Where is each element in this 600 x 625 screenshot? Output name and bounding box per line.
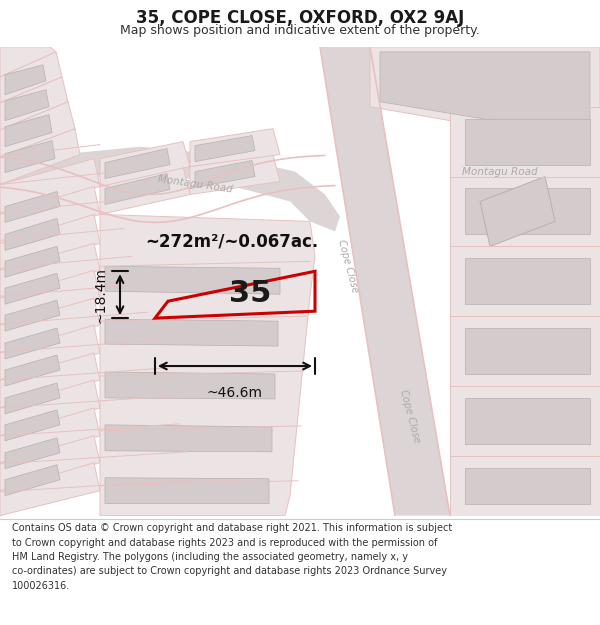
Polygon shape (465, 189, 590, 234)
Polygon shape (465, 468, 590, 504)
Polygon shape (5, 191, 60, 222)
Polygon shape (320, 47, 450, 516)
Polygon shape (0, 47, 56, 77)
Polygon shape (0, 102, 75, 157)
Polygon shape (5, 328, 60, 359)
Polygon shape (0, 186, 100, 243)
Polygon shape (465, 119, 590, 164)
Polygon shape (190, 129, 280, 166)
Text: ~18.4m: ~18.4m (94, 267, 108, 322)
Polygon shape (450, 316, 600, 386)
Polygon shape (5, 273, 60, 304)
Polygon shape (480, 176, 555, 246)
Polygon shape (450, 386, 600, 456)
Polygon shape (380, 52, 590, 137)
Polygon shape (370, 47, 600, 147)
Polygon shape (0, 214, 100, 270)
Polygon shape (465, 398, 590, 444)
Polygon shape (5, 438, 60, 469)
Polygon shape (190, 154, 280, 194)
Text: 35, COPE CLOSE, OXFORD, OX2 9AJ: 35, COPE CLOSE, OXFORD, OX2 9AJ (136, 9, 464, 28)
Polygon shape (5, 355, 60, 386)
Text: Montagu Road: Montagu Road (462, 166, 538, 176)
Polygon shape (100, 214, 315, 516)
Text: ~272m²/~0.067ac.: ~272m²/~0.067ac. (145, 232, 318, 251)
Text: Cope Close: Cope Close (398, 388, 422, 444)
Polygon shape (5, 141, 55, 172)
Polygon shape (105, 425, 272, 452)
Polygon shape (105, 174, 170, 204)
Polygon shape (0, 159, 100, 214)
Polygon shape (100, 142, 190, 186)
Text: Montagu Road: Montagu Road (157, 174, 233, 195)
Polygon shape (5, 115, 52, 147)
Text: Cope Close: Cope Close (336, 239, 360, 294)
Polygon shape (0, 462, 100, 516)
Polygon shape (450, 456, 600, 516)
Polygon shape (5, 246, 60, 278)
Polygon shape (0, 52, 62, 102)
Polygon shape (5, 300, 60, 331)
Polygon shape (465, 258, 590, 304)
Text: Contains OS data © Crown copyright and database right 2021. This information is : Contains OS data © Crown copyright and d… (12, 523, 452, 591)
Polygon shape (450, 107, 600, 176)
Polygon shape (0, 380, 100, 436)
Text: 35: 35 (229, 279, 271, 308)
Text: ~46.6m: ~46.6m (207, 386, 263, 400)
Polygon shape (5, 65, 46, 95)
Polygon shape (465, 328, 590, 374)
Text: Map shows position and indicative extent of the property.: Map shows position and indicative extent… (120, 24, 480, 36)
Polygon shape (0, 243, 100, 298)
Polygon shape (5, 383, 60, 414)
Polygon shape (105, 478, 269, 504)
Polygon shape (0, 298, 100, 353)
Polygon shape (5, 410, 60, 441)
Polygon shape (0, 353, 100, 408)
Polygon shape (195, 161, 255, 188)
Polygon shape (0, 408, 100, 462)
Polygon shape (5, 218, 60, 251)
Polygon shape (105, 319, 278, 346)
Polygon shape (100, 166, 190, 214)
Polygon shape (105, 372, 275, 399)
Polygon shape (0, 147, 340, 231)
Polygon shape (0, 129, 80, 184)
Polygon shape (450, 246, 600, 316)
Polygon shape (105, 266, 280, 294)
Polygon shape (0, 325, 100, 380)
Polygon shape (5, 465, 60, 496)
Polygon shape (105, 149, 170, 179)
Polygon shape (450, 176, 600, 246)
Polygon shape (0, 77, 68, 129)
Polygon shape (195, 136, 255, 162)
Polygon shape (5, 90, 49, 121)
Polygon shape (0, 436, 100, 491)
Polygon shape (0, 270, 100, 325)
